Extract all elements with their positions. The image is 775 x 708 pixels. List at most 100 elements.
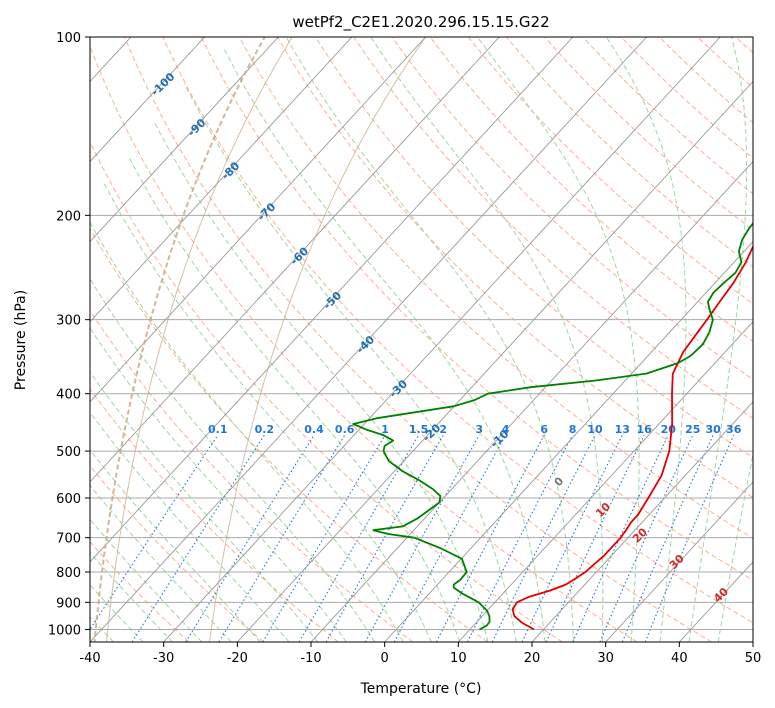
dry-adiabat-line xyxy=(468,37,753,305)
y-tick-label: 300 xyxy=(56,314,81,329)
x-axis: -40 -30 -20 -10 0 10 20 30 40 50 xyxy=(79,642,761,666)
x-tick-label: 30 xyxy=(597,651,614,666)
mixing-ratio-line xyxy=(644,434,735,642)
mixing-ratio-label: 10 xyxy=(587,423,603,436)
isotherm-line xyxy=(90,37,279,243)
moist-adiabat-label: 30 xyxy=(667,552,687,572)
mixing-ratio-label: 16 xyxy=(637,423,653,436)
dry-adiabat-line xyxy=(506,37,753,268)
x-tick-label: -40 xyxy=(79,651,100,666)
mixing-ratio-label: 30 xyxy=(705,423,721,436)
mixing-ratio-lines xyxy=(90,434,735,642)
lcl-arc xyxy=(105,37,293,642)
y-tick-label: 1000 xyxy=(48,623,81,638)
x-tick-label: -20 xyxy=(227,651,248,666)
moist-adiabat-line xyxy=(476,37,640,642)
isotherm-line xyxy=(679,561,753,642)
isotherm-line xyxy=(384,240,753,642)
y-axis: 100 200 300 400 500 600 700 800 900 1000 xyxy=(48,31,90,638)
mixing-ratio-line xyxy=(521,434,623,642)
dry-adiabat-line xyxy=(90,388,339,642)
lcl-arc xyxy=(209,37,427,642)
mixing-ratio-line xyxy=(90,434,219,631)
mixing-ratio-label: 4 xyxy=(502,423,510,436)
mixing-ratio-label: 36 xyxy=(726,423,742,436)
mixing-ratio-label: 2 xyxy=(439,423,447,436)
isotherm-label: -90 xyxy=(185,116,209,139)
isotherm-line xyxy=(90,37,647,642)
moist-adiabat-line xyxy=(90,518,203,642)
y-tick-label: 100 xyxy=(56,31,81,46)
dry-adiabat-line xyxy=(544,37,753,231)
dry-adiabat-line xyxy=(90,140,563,642)
dry-adiabat-line xyxy=(582,37,753,195)
isotherm-line xyxy=(163,37,721,642)
dry-adiabat-line xyxy=(90,45,638,642)
dry-adiabats xyxy=(90,37,753,642)
mixing-ratio-label: 25 xyxy=(685,423,700,436)
moist-adiabat-line xyxy=(90,327,347,642)
sounding-profiles xyxy=(352,221,753,631)
moist-adiabat-line xyxy=(184,83,517,642)
isotherm-line xyxy=(310,160,753,642)
moist-adiabat-line xyxy=(90,221,404,642)
isotherm-line xyxy=(752,641,753,642)
x-tick-label: -30 xyxy=(153,651,174,666)
y-tick-label: 500 xyxy=(56,445,81,460)
mixing-ratio-label: 20 xyxy=(661,423,677,436)
moist-adiabat-label: 10 xyxy=(593,500,613,520)
dry-adiabat-line xyxy=(315,37,753,459)
isotherm-label: -100 xyxy=(149,70,178,99)
lcl-arc xyxy=(93,37,267,642)
moist-adiabat-line xyxy=(224,49,546,642)
dry-adiabat-line xyxy=(429,37,753,342)
mixing-ratio-label: 1 xyxy=(381,423,389,436)
moist-adiabat-line xyxy=(370,37,604,642)
dry-adiabat-line xyxy=(735,37,753,54)
plot-frame xyxy=(89,36,754,643)
isotherm-line xyxy=(90,37,353,323)
y-tick-label: 700 xyxy=(56,532,81,547)
moist-adiabat-line xyxy=(90,449,261,642)
mixing-ratio-line xyxy=(599,434,694,642)
x-tick-label: 50 xyxy=(745,651,762,666)
x-tick-label: 10 xyxy=(450,651,467,666)
isotherm-line xyxy=(90,37,500,483)
mixing-ratio-label: 13 xyxy=(615,423,630,436)
isotherm-line xyxy=(605,481,753,642)
moist-adiabats xyxy=(90,37,753,642)
chart-title: wetPf2_C2E1.2020.296.15.15.G22 xyxy=(292,13,549,32)
temperature-profile xyxy=(511,244,753,631)
moist-adiabat-line xyxy=(688,37,748,642)
mixing-ratio-line xyxy=(393,434,507,642)
mixing-ratio-line xyxy=(435,434,545,642)
mixing-ratio-label: 0.6 xyxy=(335,423,355,436)
moist-adiabat-line xyxy=(128,157,461,642)
moist-adiabat-line xyxy=(285,37,575,642)
dewpoint-profile xyxy=(352,221,753,631)
dry-adiabat-line xyxy=(90,465,264,642)
y-tick-label: 600 xyxy=(56,492,81,507)
moist-adiabat-line xyxy=(90,277,376,642)
isopleth-labels: -100-90-80-70-60-50-40-30-20 -100.1 0.2 0.4… xyxy=(149,70,742,605)
moist-adiabat-line xyxy=(102,180,432,642)
isotherm-line xyxy=(90,37,205,163)
isotherm-grid xyxy=(90,37,753,642)
x-tick-label: -10 xyxy=(300,651,321,666)
y-tick-label: 200 xyxy=(56,209,81,224)
dry-adiabat-line xyxy=(238,37,753,540)
mixing-ratio-line xyxy=(491,434,596,642)
mixing-ratio-label: 1.5 xyxy=(409,423,429,436)
dry-adiabat-line xyxy=(620,37,753,159)
x-tick-label: 40 xyxy=(671,651,688,666)
lcl-arcs xyxy=(93,37,427,642)
mixing-ratio-line xyxy=(131,434,265,642)
y-tick-label: 800 xyxy=(56,566,81,581)
dry-adiabat-line xyxy=(277,37,753,499)
moist-adiabat-label: 0 xyxy=(552,474,567,489)
mixing-ratio-line xyxy=(364,434,480,642)
mixing-ratio-line xyxy=(467,434,573,642)
moist-adiabat-line xyxy=(90,551,173,642)
